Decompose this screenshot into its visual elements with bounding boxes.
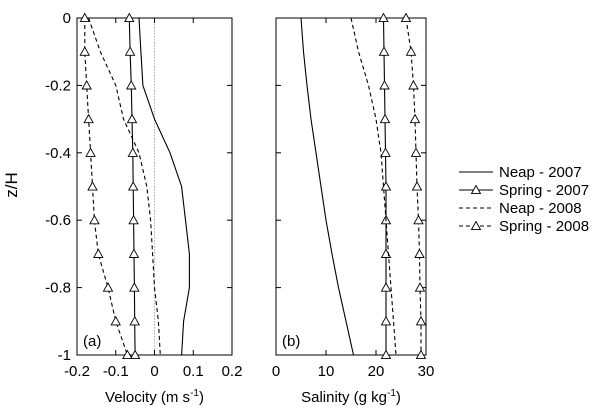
- series-marker: [79, 12, 91, 23]
- x-tick-label: 0.2: [222, 363, 243, 380]
- series-marker: [83, 113, 94, 124]
- series-marker: [414, 248, 425, 258]
- series-neap-2007: [300, 17, 355, 356]
- series-spring-2008: [79, 12, 133, 360]
- series-marker: [378, 46, 390, 56]
- series-marker: [122, 349, 133, 360]
- legend-item-neap-2008: Neap - 2008: [459, 200, 582, 217]
- y-tick-label: -0.6: [45, 212, 71, 229]
- series-neap-2008: [350, 17, 397, 356]
- series-marker: [128, 214, 139, 225]
- series-marker: [93, 248, 104, 258]
- series-spring-2007: [378, 12, 392, 360]
- series-marker: [129, 282, 140, 292]
- series-marker: [125, 79, 137, 90]
- y-tick-label: -0.4: [45, 145, 71, 162]
- x-tick-label: 30: [418, 363, 435, 380]
- series-line: [300, 17, 355, 356]
- x-axis-label: Salinity (g kg-1): [301, 388, 401, 406]
- x-tick-label: 10: [318, 363, 335, 380]
- series-spring-2007: [124, 12, 141, 360]
- legend-marker: [470, 184, 482, 195]
- series-marker: [87, 181, 98, 191]
- legend-item-neap-2007: Neap - 2007: [459, 164, 582, 181]
- velocity-panel: -0.2 -0.1 0 0.1 0.2 0 -0.2 -0.4 -0.6 -0.8 -1 Veloci…: [45, 10, 242, 406]
- series-marker: [405, 46, 417, 56]
- x-tick-label: 0: [272, 363, 280, 380]
- x-tick-label: -0.1: [103, 363, 129, 380]
- series-marker: [411, 181, 423, 191]
- series-marker: [79, 46, 91, 56]
- series-marker: [380, 248, 392, 258]
- legend-item-spring-2008: Spring - 2008: [459, 218, 589, 235]
- series-marker: [380, 349, 392, 360]
- series-marker: [380, 147, 391, 157]
- series-marker: [124, 12, 135, 23]
- x-tick-label: 20: [368, 363, 385, 380]
- series-marker: [380, 315, 392, 326]
- y-tick-label: 0: [63, 10, 71, 27]
- x-tick-label: 0.1: [183, 363, 204, 380]
- series-marker: [378, 12, 389, 23]
- series-marker: [410, 147, 422, 157]
- y-tick-label: -0.2: [45, 77, 71, 94]
- panel-label: (b): [282, 333, 300, 350]
- legend-label: Neap - 2008: [499, 200, 582, 217]
- series-marker: [124, 46, 136, 56]
- series-marker: [128, 248, 140, 258]
- series-line: [88, 17, 161, 356]
- series-marker: [379, 113, 391, 124]
- series-line: [350, 17, 397, 356]
- series-neap-2008: [88, 17, 161, 356]
- y-tick-label: -0.8: [45, 280, 71, 297]
- series-marker: [379, 79, 390, 90]
- legend-label: Spring - 2008: [499, 218, 589, 235]
- series-marker: [81, 79, 92, 90]
- series-marker: [102, 282, 114, 292]
- series-marker: [413, 214, 424, 225]
- series-marker: [126, 113, 138, 124]
- series-marker: [415, 349, 427, 360]
- y-tick-label: -1: [58, 347, 71, 364]
- x-tick-label: 0: [150, 363, 158, 380]
- series-marker: [129, 315, 141, 326]
- series-marker: [89, 214, 100, 225]
- series-marker: [414, 282, 426, 292]
- panel-label: (a): [83, 333, 101, 350]
- series-marker: [129, 349, 141, 360]
- legend-label: Neap - 2007: [499, 164, 582, 181]
- series-marker: [415, 315, 427, 326]
- series-spring-2008: [400, 12, 427, 360]
- legend-item-spring-2007: Spring - 2007: [459, 182, 589, 199]
- series-marker: [400, 12, 412, 23]
- y-axis-label: z/H: [2, 172, 21, 198]
- series-marker: [127, 147, 139, 157]
- series-marker: [85, 147, 96, 157]
- x-axis-label: Velocity (m s-1): [105, 388, 204, 406]
- series-line: [138, 17, 190, 356]
- axes-frame: [275, 17, 427, 356]
- series-marker: [408, 79, 419, 90]
- series-marker: [409, 113, 421, 124]
- series-marker: [110, 315, 122, 326]
- series-marker: [127, 181, 139, 191]
- x-tick-label: -0.2: [64, 363, 90, 380]
- legend-label: Spring - 2007: [499, 182, 589, 199]
- legend-marker: [470, 220, 482, 231]
- series-neap-2007: [138, 17, 190, 356]
- series-marker: [380, 282, 392, 292]
- salinity-panel: 0 10 20 30 Salinity (g kg-1) (b): [272, 12, 435, 406]
